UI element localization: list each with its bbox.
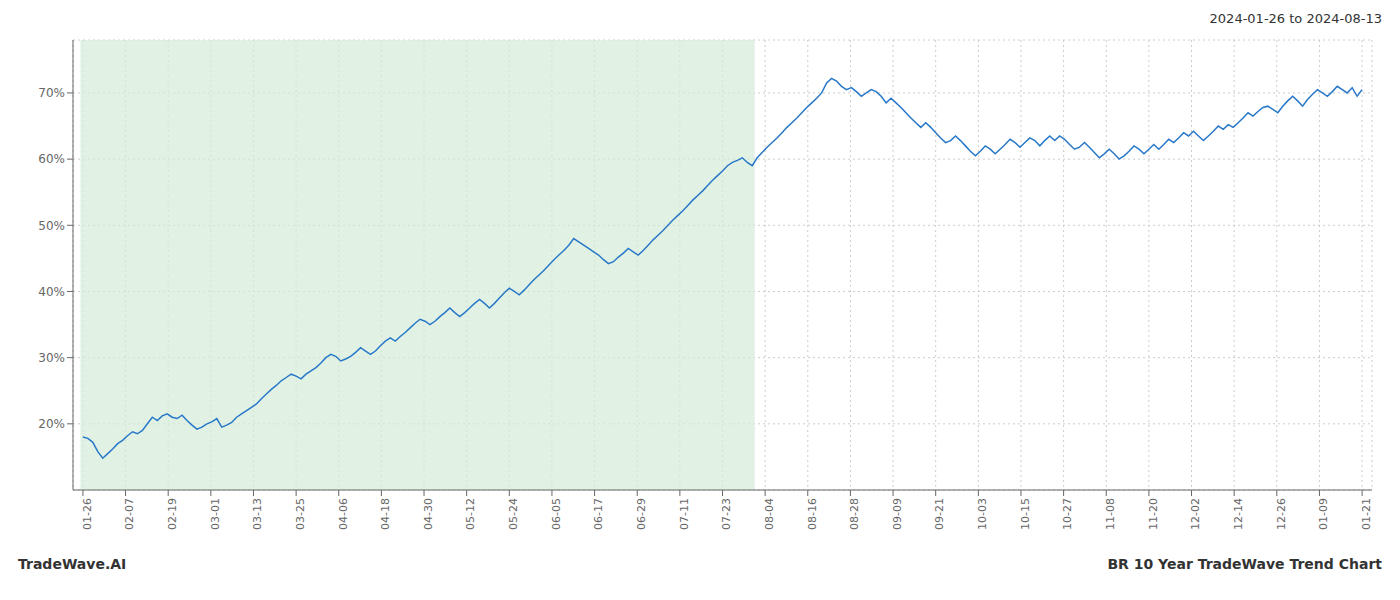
svg-text:04-30: 04-30 xyxy=(422,498,435,530)
svg-text:01-21: 01-21 xyxy=(1360,498,1373,530)
svg-text:08-04: 08-04 xyxy=(763,498,776,530)
svg-text:09-09: 09-09 xyxy=(891,498,904,530)
svg-text:11-08: 11-08 xyxy=(1104,498,1117,530)
svg-text:20%: 20% xyxy=(38,417,65,431)
svg-text:60%: 60% xyxy=(38,152,65,166)
svg-text:11-20: 11-20 xyxy=(1147,498,1160,530)
html-text:BR 10 Year TradeWave Trend Cha: BR 10 Year TradeWave Trend Chart xyxy=(1107,556,1382,572)
svg-text:04-06: 04-06 xyxy=(337,498,350,530)
svg-text:07-23: 07-23 xyxy=(720,498,733,530)
svg-text:05-24: 05-24 xyxy=(507,498,520,530)
svg-text:10-27: 10-27 xyxy=(1061,498,1074,530)
svg-text:30%: 30% xyxy=(38,351,65,365)
svg-text:06-29: 06-29 xyxy=(635,498,648,530)
svg-text:12-02: 12-02 xyxy=(1189,498,1202,530)
html-text:TradeWave.AI: TradeWave.AI xyxy=(18,556,127,572)
svg-text:12-26: 12-26 xyxy=(1275,498,1288,530)
svg-text:03-13: 03-13 xyxy=(251,498,264,530)
svg-text:40%: 40% xyxy=(38,285,65,299)
svg-text:50%: 50% xyxy=(38,219,65,233)
svg-text:08-28: 08-28 xyxy=(848,498,861,530)
svg-text:06-05: 06-05 xyxy=(550,498,563,530)
svg-text:02-07: 02-07 xyxy=(123,498,136,530)
svg-text:01-26: 01-26 xyxy=(81,498,94,530)
svg-text:06-17: 06-17 xyxy=(592,498,605,530)
svg-text:02-19: 02-19 xyxy=(166,498,179,530)
svg-text:01-09: 01-09 xyxy=(1317,498,1330,530)
svg-text:07-11: 07-11 xyxy=(678,498,691,530)
svg-text:10-03: 10-03 xyxy=(976,498,989,530)
svg-text:05-12: 05-12 xyxy=(464,498,477,530)
svg-text:04-18: 04-18 xyxy=(379,498,392,530)
html-text:2024-01-26 to 2024-08-13: 2024-01-26 to 2024-08-13 xyxy=(1209,11,1382,26)
svg-text:10-15: 10-15 xyxy=(1019,498,1032,530)
svg-text:70%: 70% xyxy=(38,86,65,100)
svg-text:09-21: 09-21 xyxy=(934,498,947,530)
svg-text:03-25: 03-25 xyxy=(294,498,307,530)
svg-text:08-16: 08-16 xyxy=(806,498,819,530)
svg-text:12-14: 12-14 xyxy=(1232,498,1245,530)
svg-text:03-01: 03-01 xyxy=(209,498,222,530)
